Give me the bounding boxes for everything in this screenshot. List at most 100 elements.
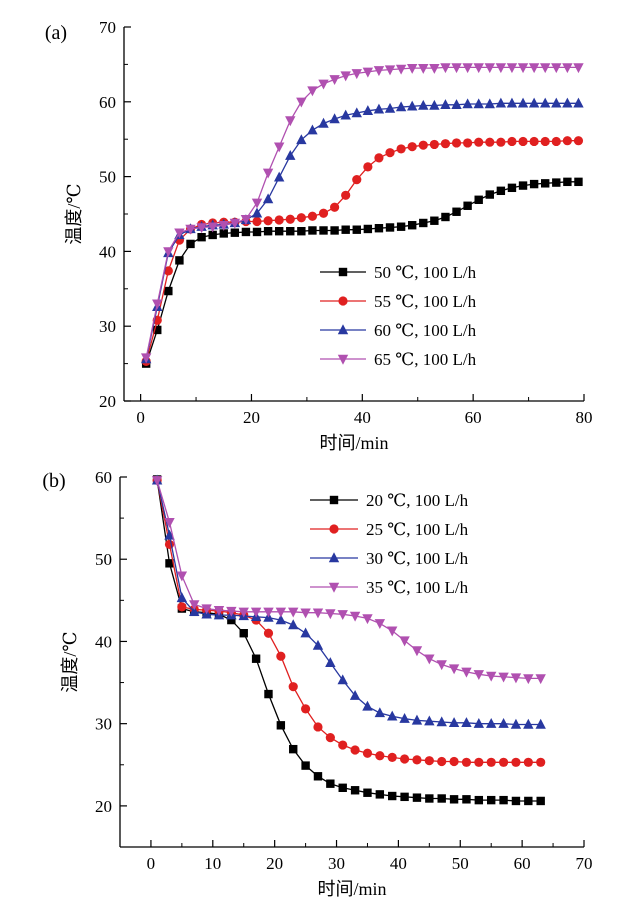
data-point	[406, 63, 418, 74]
data-point	[462, 98, 473, 109]
data-point	[349, 690, 361, 700]
data-point	[313, 772, 323, 781]
series-line	[145, 181, 579, 364]
y-tick-label: 60	[99, 93, 116, 112]
data-point	[474, 195, 483, 204]
data-point	[275, 607, 287, 618]
data-point	[251, 207, 263, 218]
data-point	[473, 98, 484, 109]
data-point	[523, 757, 533, 767]
data-point	[340, 71, 351, 82]
series-line	[145, 102, 579, 360]
x-axis-title: 时间/min	[317, 879, 386, 899]
data-point	[485, 190, 494, 199]
data-point	[337, 610, 348, 621]
data-point	[540, 63, 551, 74]
data-point	[227, 615, 236, 625]
data-point	[312, 639, 324, 650]
data-point	[176, 592, 188, 603]
data-point	[551, 136, 561, 147]
data-point	[418, 140, 428, 150]
data-point	[300, 627, 311, 638]
data-point	[523, 718, 534, 729]
data-point	[164, 286, 173, 296]
x-tick-label: 30	[328, 854, 345, 873]
data-point	[473, 717, 485, 728]
data-point	[387, 710, 398, 721]
x-tick-label: 40	[390, 854, 407, 873]
data-point	[197, 232, 206, 242]
data-point	[440, 99, 451, 109]
data-point	[374, 224, 384, 233]
legend-marker	[328, 552, 340, 563]
data-point	[300, 608, 311, 619]
panel-label: (a)	[45, 22, 67, 44]
data-point	[552, 178, 561, 187]
data-point	[373, 103, 385, 114]
data-point	[385, 148, 395, 158]
data-point	[535, 718, 546, 729]
y-tick-label: 50	[95, 550, 112, 569]
data-point	[424, 715, 435, 726]
data-point	[510, 718, 522, 729]
data-point	[510, 673, 522, 684]
legend-label: 25 ℃, 100 L/h	[366, 520, 469, 539]
x-tick-label: 20	[243, 408, 260, 427]
data-point	[384, 102, 396, 113]
data-point	[496, 186, 506, 196]
data-point	[411, 646, 423, 657]
data-point	[463, 138, 473, 148]
data-point	[201, 604, 212, 615]
data-point	[486, 671, 497, 682]
y-tick-label: 40	[95, 632, 112, 651]
data-point	[362, 748, 373, 758]
data-point	[176, 571, 188, 582]
data-point	[528, 97, 540, 108]
data-point	[273, 171, 285, 182]
data-point	[451, 63, 462, 74]
data-point	[288, 682, 298, 692]
data-point	[296, 134, 307, 145]
data-point	[473, 63, 484, 74]
data-point	[307, 124, 318, 135]
legend-label: 30 ℃, 100 L/h	[366, 549, 469, 568]
data-point	[288, 607, 299, 618]
data-point	[325, 733, 335, 743]
data-point	[250, 607, 262, 618]
data-point	[506, 97, 518, 108]
data-point	[384, 65, 396, 76]
data-point	[185, 224, 196, 235]
data-point	[163, 247, 174, 258]
y-axis-title: 温度/℃	[64, 183, 84, 244]
data-point	[318, 208, 329, 218]
data-point	[341, 225, 350, 234]
data-point	[350, 745, 360, 755]
data-point	[330, 226, 339, 235]
x-tick-label: 40	[354, 408, 371, 427]
data-point	[461, 717, 472, 728]
data-point	[518, 136, 528, 147]
data-point	[400, 792, 409, 802]
data-point	[437, 756, 447, 767]
data-point	[375, 751, 385, 761]
data-point	[517, 97, 529, 108]
data-point	[419, 218, 428, 228]
data-point	[286, 227, 295, 236]
data-point	[318, 117, 329, 128]
data-point	[285, 214, 295, 224]
data-point	[437, 794, 446, 803]
data-point	[375, 790, 385, 799]
y-tick-label: 20	[95, 797, 112, 816]
data-point	[338, 740, 348, 750]
data-point	[352, 174, 362, 185]
data-point	[312, 608, 324, 619]
data-point	[251, 198, 263, 209]
data-point	[562, 97, 573, 108]
data-point	[151, 476, 163, 486]
x-tick-label: 60	[514, 854, 531, 873]
data-point	[461, 667, 472, 678]
data-point	[448, 717, 460, 728]
data-point	[463, 201, 472, 210]
data-point	[498, 717, 509, 728]
data-point	[486, 717, 497, 728]
